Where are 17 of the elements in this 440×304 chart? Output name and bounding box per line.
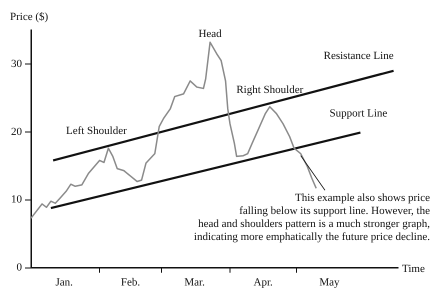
annotation: Resistance Line (324, 50, 394, 62)
x-tick-label: Feb. (120, 276, 140, 288)
x-tick-label: Jan. (55, 276, 74, 288)
annotation: Head (198, 28, 222, 40)
annotation: This example also shows price falling below its support line. However, the head and shoulders pattern is a much stronger graph, indicating more emphatically the future price decline. (194, 192, 430, 244)
annotation: Left Shoulder (66, 125, 128, 138)
y-tick-label: 30 (11, 58, 22, 70)
x-axis-title: Time (402, 262, 425, 275)
x-tick-label: Mar. (184, 276, 206, 288)
y-tick-label: 10 (11, 194, 22, 206)
x-tick-label: Apr. (254, 276, 274, 288)
y-axis-title: Price ($) (10, 11, 49, 23)
y-tick-label: 20 (11, 126, 22, 138)
annotation: Right Shoulder (236, 84, 304, 96)
x-tick-label: May (319, 276, 340, 288)
annotation: Support Line (330, 108, 388, 120)
y-tick-label: 0 (16, 262, 22, 274)
